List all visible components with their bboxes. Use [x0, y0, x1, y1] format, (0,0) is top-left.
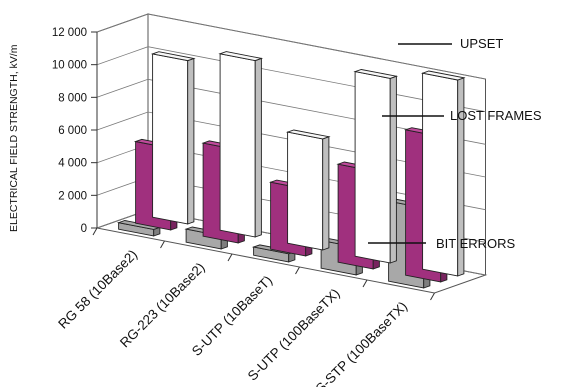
- bar: [353, 69, 399, 264]
- x-tick: [227, 253, 233, 262]
- category-label: S-UTP (10BaseT): [189, 273, 275, 359]
- legend: UPSET LOST FRAMES BIT ERRORS: [368, 36, 542, 251]
- y-tick-label: 6 000: [58, 125, 87, 137]
- y-tick-label: 2 000: [58, 190, 87, 202]
- x-tick: [362, 279, 368, 288]
- y-tick-label: 8 000: [58, 92, 87, 104]
- y-tick-label: 10 000: [52, 60, 87, 72]
- legend-item: LOST FRAMES: [382, 108, 542, 123]
- bar: [420, 70, 466, 277]
- x-tick: [160, 240, 165, 249]
- category-label: RG-223 (10Base2): [117, 260, 208, 351]
- bar: [285, 129, 331, 251]
- x-tick: [430, 292, 435, 301]
- category-label: RG 58 (10Base2): [55, 247, 140, 332]
- y-tick-label: 4 000: [58, 158, 87, 170]
- bar: [150, 51, 196, 225]
- y-axis-title: ELECTRICAL FIELD STRENGTH, kV/m: [8, 44, 20, 232]
- bar: [218, 51, 264, 238]
- legend-label: LOST FRAMES: [450, 108, 542, 123]
- gridline: [96, 13, 486, 80]
- bar: [116, 220, 162, 237]
- y-axis: 0 2 000 4 000 6 000 8 000 10 000 12 000: [52, 27, 98, 235]
- x-tick: [92, 227, 98, 236]
- legend-label: UPSET: [460, 36, 503, 51]
- category-label: S-STP (100BaseTX): [313, 299, 410, 387]
- legend-label: BIT ERRORS: [436, 236, 516, 251]
- y-tick-label: 12 000: [52, 27, 87, 39]
- x-tick: [295, 266, 300, 275]
- y-tick-label: 0: [81, 223, 87, 235]
- bars: [116, 51, 466, 289]
- legend-item: BIT ERRORS: [368, 236, 516, 251]
- legend-item: UPSET: [398, 36, 503, 51]
